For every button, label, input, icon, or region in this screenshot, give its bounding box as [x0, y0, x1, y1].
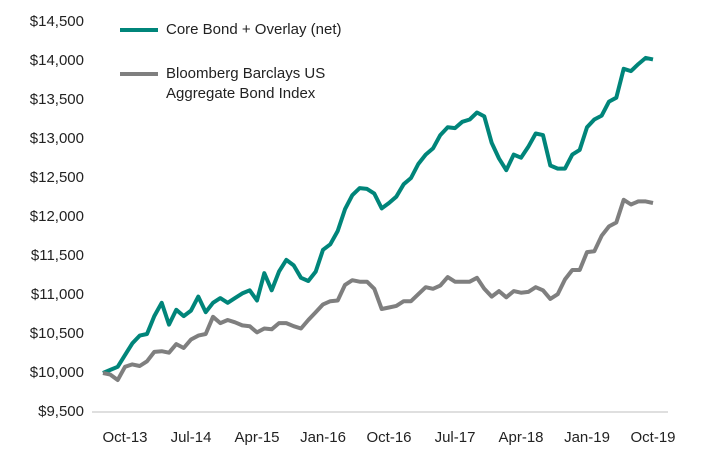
series-line	[102, 55, 654, 375]
x-tick-label: Oct-13	[102, 429, 147, 446]
y-tick-label: $10,500	[30, 325, 84, 342]
x-tick-label: Oct-16	[366, 429, 411, 446]
y-tick-label: $13,000	[30, 130, 84, 147]
y-tick-label: $14,500	[30, 13, 84, 30]
x-tick-label: Jul-17	[435, 429, 476, 446]
x-tick-label: Jan-19	[564, 429, 610, 446]
x-tick-label: Apr-18	[498, 429, 543, 446]
x-tick-label: Oct-19	[630, 429, 675, 446]
y-tick-label: $13,500	[30, 91, 84, 108]
x-tick-label: Jul-14	[171, 429, 212, 446]
y-tick-label: $9,500	[38, 403, 84, 420]
y-tick-label: $12,000	[30, 208, 84, 225]
y-tick-label: $14,000	[30, 52, 84, 69]
y-tick-label: $11,000	[31, 286, 84, 303]
y-tick-label: $10,000	[30, 364, 84, 381]
y-tick-label: $11,500	[31, 247, 84, 264]
x-tick-label: Jan-16	[300, 429, 346, 446]
legend-label: Bloomberg Barclays US Aggregate Bond Ind…	[166, 65, 326, 102]
series-line	[102, 197, 654, 382]
x-tick-label: Apr-15	[234, 429, 279, 446]
legend-label: Core Bond + Overlay (net)	[166, 21, 342, 38]
y-tick-label: $12,500	[30, 169, 84, 186]
